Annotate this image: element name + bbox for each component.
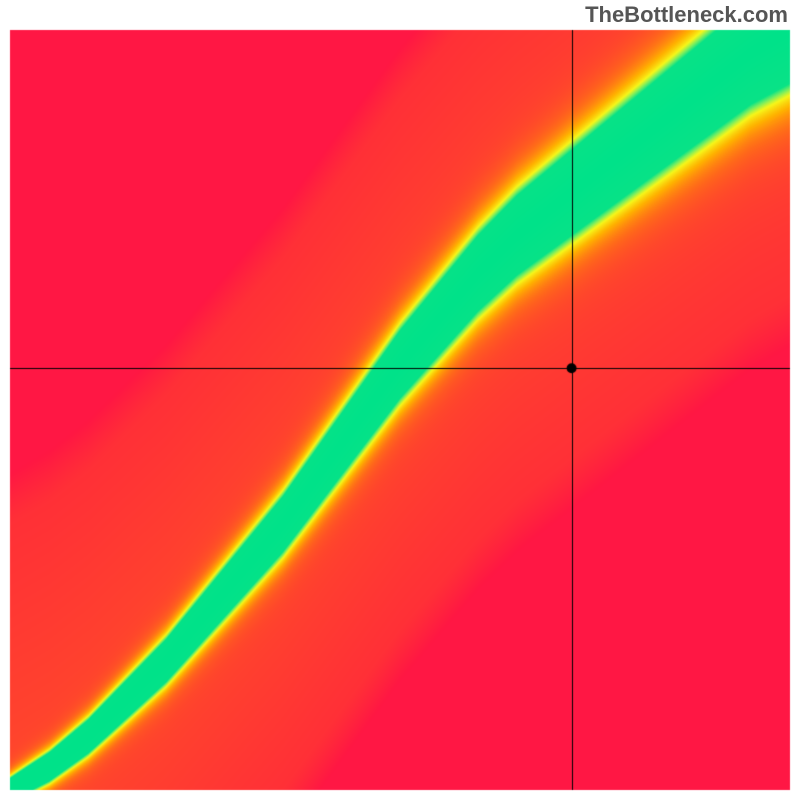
bottleneck-heatmap [0,0,800,800]
watermark-text: TheBottleneck.com [585,2,788,28]
